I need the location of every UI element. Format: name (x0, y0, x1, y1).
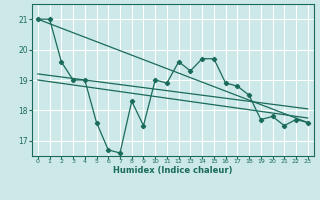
X-axis label: Humidex (Indice chaleur): Humidex (Indice chaleur) (113, 166, 233, 175)
